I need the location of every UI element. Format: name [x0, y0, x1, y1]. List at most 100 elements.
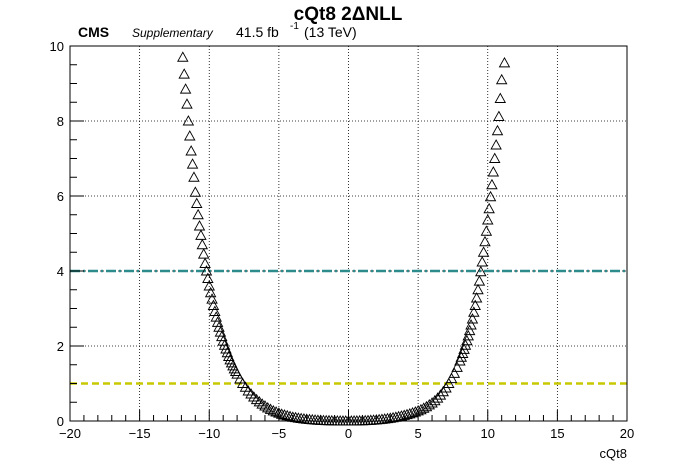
lumi-value: 41.5 fb: [236, 24, 279, 40]
data-point: [454, 355, 466, 366]
data-point: [420, 400, 433, 412]
data-point: [248, 391, 260, 402]
x-axis-label: cQt8: [600, 446, 627, 461]
x-tick-label: −15: [129, 426, 151, 441]
reference-lines: [70, 269, 627, 385]
x-tick-label: 10: [481, 426, 495, 441]
data-point: [281, 409, 293, 421]
x-tick-label: 5: [415, 426, 422, 441]
data-point: [437, 385, 449, 397]
data-point: [189, 186, 202, 197]
data-point: [218, 339, 231, 350]
data-point: [177, 51, 189, 62]
x-tick-label: 20: [620, 426, 634, 441]
data-point: [242, 385, 255, 396]
grid: [70, 46, 627, 421]
data-point: [475, 265, 487, 277]
data-point: [445, 372, 458, 384]
data-point: [465, 319, 477, 330]
lumi-exponent: -1: [290, 21, 299, 32]
data-point: [434, 389, 447, 400]
x-tick-label: 0: [345, 426, 352, 441]
data-point: [183, 130, 196, 141]
data-point: [210, 311, 222, 322]
data-point: [466, 313, 479, 324]
data-point: [178, 68, 190, 79]
supplementary-label: Supplementary: [132, 26, 214, 40]
axes: −20 −15 −10 −5 0 5 10 15 20 0 2 4 6 8 10: [50, 39, 635, 441]
data-point: [480, 225, 493, 236]
data-point: [487, 166, 500, 177]
data-point: [415, 403, 427, 415]
x-tick-label: −10: [198, 426, 220, 441]
data-point: [179, 83, 192, 94]
data-point: [182, 115, 195, 126]
data-point: [484, 190, 497, 202]
energy-label: (13 TeV): [304, 24, 357, 40]
x-tick-label: −5: [271, 426, 286, 441]
data-point: [468, 306, 480, 317]
data-point: [245, 388, 257, 399]
data-point: [261, 401, 274, 413]
data-point: [494, 92, 507, 103]
experiment-label: CMS: [78, 24, 109, 40]
data-point: [455, 351, 468, 362]
data-point: [259, 400, 271, 411]
data-point: [469, 299, 481, 310]
data-point: [483, 202, 495, 214]
data-point: [250, 393, 263, 405]
data-point: [462, 329, 475, 341]
data-point: [498, 56, 511, 68]
data-point: [217, 335, 229, 346]
data-point: [406, 407, 419, 418]
data-point: [213, 321, 225, 332]
y-tick-label: 8: [57, 114, 64, 129]
data-point: [202, 272, 214, 283]
data-point: [463, 324, 476, 336]
data-point: [253, 395, 266, 407]
data-point: [200, 265, 213, 276]
data-point: [185, 145, 197, 156]
chart-title: cQt8 2ΔNLL: [294, 4, 403, 25]
data-point: [479, 235, 491, 247]
data-point: [196, 238, 209, 250]
x-tick-label: 15: [550, 426, 564, 441]
data-point: [267, 404, 280, 416]
data-point: [481, 214, 494, 225]
data-point: [186, 158, 199, 169]
data-point: [451, 361, 463, 372]
data-point: [429, 394, 441, 406]
y-tick-label: 10: [50, 39, 64, 54]
y-tick-label: 6: [57, 189, 64, 204]
data-point: [476, 256, 488, 267]
data-point: [491, 124, 504, 136]
data-point: [195, 229, 207, 240]
data-point: [193, 220, 206, 231]
data-point: [256, 398, 268, 409]
data-point: [216, 330, 228, 342]
data-point: [490, 139, 502, 150]
data-series: [177, 51, 511, 426]
data-point: [431, 392, 444, 403]
data-point: [477, 246, 490, 257]
x-tick-label: −20: [59, 426, 81, 441]
data-point: [190, 197, 203, 208]
data-point: [473, 275, 486, 286]
y-tick-label: 4: [57, 264, 64, 279]
data-point: [188, 171, 200, 182]
data-point: [417, 402, 430, 413]
data-point: [493, 110, 505, 121]
data-point: [181, 98, 193, 109]
data-point: [192, 208, 204, 220]
y-tick-label: 0: [57, 414, 64, 429]
data-point: [211, 316, 224, 327]
data-point: [488, 152, 501, 163]
data-point: [220, 343, 232, 354]
data-point: [495, 73, 508, 85]
data-point: [470, 292, 483, 303]
data-point: [486, 178, 498, 190]
y-tick-label: 2: [57, 339, 64, 354]
data-point: [199, 257, 211, 268]
data-point: [264, 403, 277, 414]
